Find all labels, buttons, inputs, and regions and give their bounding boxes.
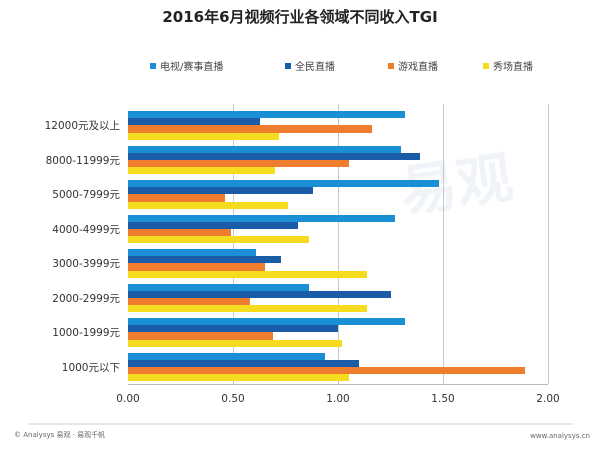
bar [128, 201, 288, 209]
bar-group [128, 318, 548, 347]
bar [128, 187, 313, 195]
bar [128, 145, 401, 153]
bar-group [128, 249, 548, 278]
legend-swatch [150, 62, 156, 69]
bar [128, 305, 368, 313]
legend-item-all-people: 全民直播 [285, 58, 335, 73]
x-tick-label: 0.00 [116, 393, 140, 405]
footer-source: © Analysys 易观 · 易观千帆 [14, 431, 106, 439]
legend-item-tv-sports: 电视/赛事直播 [150, 58, 223, 73]
gridline [338, 104, 339, 384]
bar-group [128, 145, 548, 175]
bar [128, 256, 282, 264]
y-tick-label: 12000元及以上 [44, 120, 120, 133]
y-tick-label: 3000-3999元 [52, 258, 120, 271]
bar [128, 125, 372, 133]
footer-divider [28, 423, 573, 425]
chart-title: 2016年6月视频行业各领域不同收入TGI [162, 8, 438, 26]
x-tick-label: 1.50 [431, 393, 455, 405]
bar-group [128, 352, 548, 382]
bar [128, 297, 250, 306]
bar [128, 339, 343, 347]
bar [128, 111, 406, 119]
plot-area [128, 104, 549, 385]
bar [128, 214, 395, 222]
bar [128, 228, 231, 237]
y-tick-label: 1000-1999元 [52, 327, 120, 340]
y-tick-label: 4000-4999元 [52, 223, 120, 236]
bar-group [128, 214, 548, 244]
bar [128, 180, 439, 188]
y-tick-label: 5000-7999元 [52, 189, 120, 202]
bar [128, 352, 326, 360]
bar [128, 167, 275, 175]
legend-item-show: 秀场直播 [483, 58, 533, 73]
bar [128, 366, 525, 375]
gridline [443, 104, 444, 384]
bar [128, 152, 420, 160]
legend-item-game: 游戏直播 [388, 58, 438, 73]
legend-swatch [285, 62, 291, 69]
bar [128, 290, 391, 298]
bar [128, 325, 338, 333]
bar [128, 332, 273, 340]
x-tick-label: 1.00 [326, 393, 350, 405]
bar [128, 318, 406, 326]
bar [128, 194, 225, 202]
gridline [233, 104, 234, 384]
bar [128, 359, 359, 367]
bar-group [128, 180, 548, 209]
bar [128, 159, 349, 168]
y-tick-label: 8000-11999元 [45, 154, 120, 167]
bar [128, 236, 309, 244]
bar [128, 263, 265, 271]
bar [128, 249, 257, 257]
bar-group [128, 283, 548, 313]
legend-swatch [483, 62, 489, 69]
x-axis-line [128, 384, 548, 385]
bar [128, 270, 368, 278]
x-tick-label: 2.00 [536, 393, 560, 405]
gridline [548, 104, 549, 384]
footer-url: www.analysys.cn [530, 432, 590, 440]
bar [128, 118, 261, 126]
bar [128, 132, 280, 140]
bar [128, 283, 309, 291]
bar [128, 221, 299, 229]
bar-group [128, 111, 548, 140]
legend-swatch [388, 62, 394, 69]
bar [128, 374, 349, 382]
y-tick-label: 2000-2999元 [52, 292, 120, 305]
y-tick-label: 1000元以下 [61, 361, 120, 374]
x-tick-label: 0.50 [221, 393, 245, 405]
